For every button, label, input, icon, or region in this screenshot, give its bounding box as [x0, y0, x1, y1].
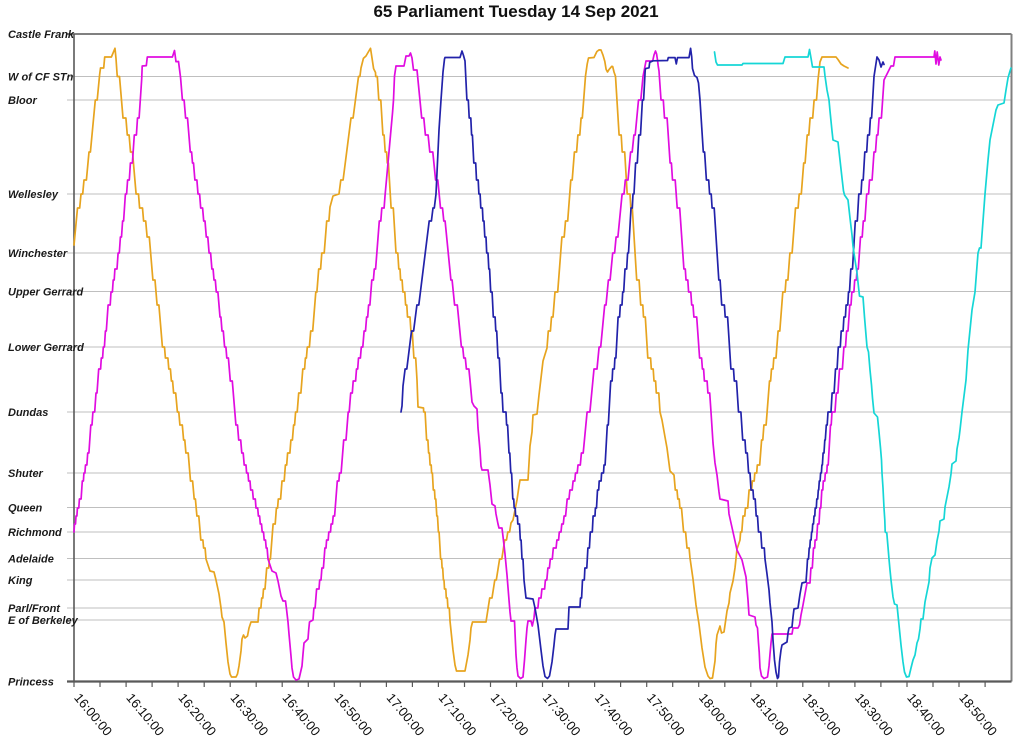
svg-text:King: King: [8, 575, 33, 587]
svg-text:Wellesley: Wellesley: [8, 189, 59, 201]
svg-text:Queen: Queen: [8, 502, 43, 514]
svg-text:Castle Frank: Castle Frank: [8, 29, 75, 41]
svg-text:Winchester: Winchester: [8, 248, 68, 260]
svg-text:Princess: Princess: [8, 676, 54, 688]
svg-text:Bloor: Bloor: [8, 95, 37, 107]
svg-text:E of Berkeley: E of Berkeley: [8, 615, 79, 627]
svg-text:Upper Gerrard: Upper Gerrard: [8, 286, 83, 298]
svg-text:Richmond: Richmond: [8, 527, 62, 539]
svg-text:Parl/Front: Parl/Front: [8, 603, 61, 615]
svg-text:W of CF STn: W of CF STn: [8, 71, 74, 83]
svg-text:65 Parliament Tuesday 14 Sep 2: 65 Parliament Tuesday 14 Sep 2021: [373, 2, 658, 21]
svg-text:Adelaide: Adelaide: [7, 553, 54, 565]
svg-text:Dundas: Dundas: [8, 407, 48, 419]
svg-text:Lower Gerrard: Lower Gerrard: [8, 342, 84, 354]
svg-text:Shuter: Shuter: [8, 468, 44, 480]
